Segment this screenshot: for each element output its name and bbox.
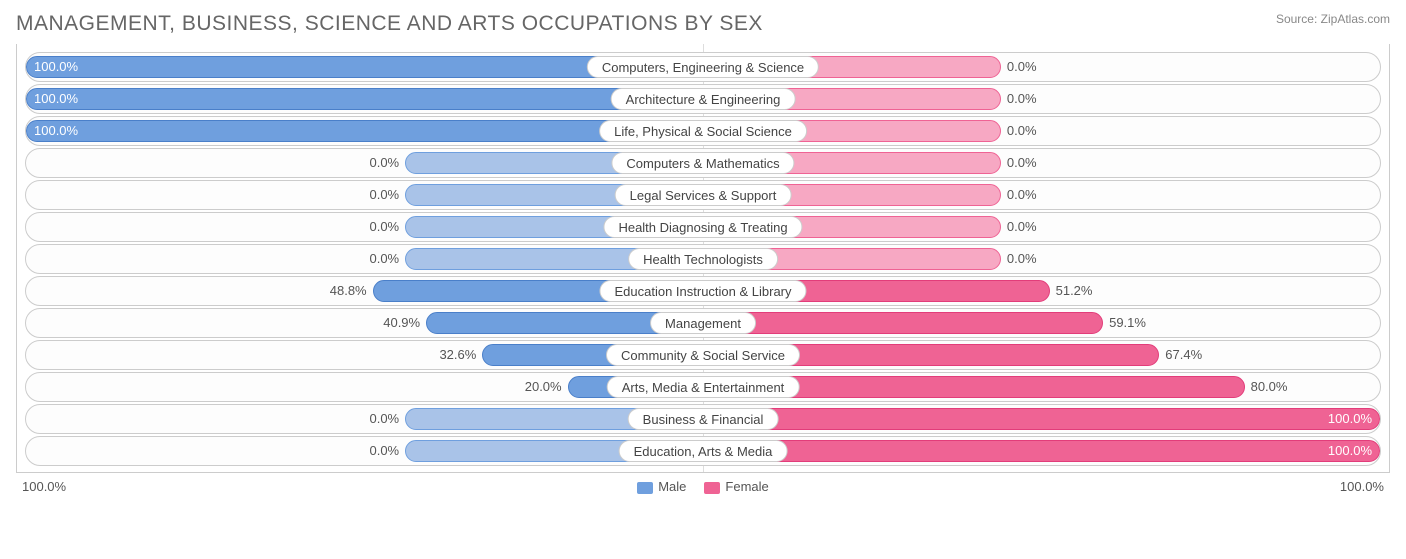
chart-row: 32.6% 67.4% Community & Social Service	[25, 340, 1381, 370]
female-value: 0.0%	[1007, 149, 1037, 177]
category-label: Computers & Mathematics	[611, 152, 794, 174]
male-value: 0.0%	[369, 213, 399, 241]
male-bar	[26, 88, 703, 110]
category-label: Computers, Engineering & Science	[587, 56, 819, 78]
male-value: 48.8%	[330, 277, 367, 305]
chart-row: 0.0% 100.0% Business & Financial	[25, 404, 1381, 434]
category-label: Management	[650, 312, 756, 334]
female-value: 0.0%	[1007, 53, 1037, 81]
female-bar	[703, 440, 1380, 462]
female-value: 0.0%	[1007, 181, 1037, 209]
source-label: Source: ZipAtlas.com	[1276, 12, 1390, 26]
female-value: 0.0%	[1007, 117, 1037, 145]
category-label: Business & Financial	[628, 408, 779, 430]
axis-left-label: 100.0%	[22, 479, 66, 494]
chart-title: MANAGEMENT, BUSINESS, SCIENCE AND ARTS O…	[16, 12, 763, 36]
male-value: 20.0%	[525, 373, 562, 401]
category-label: Life, Physical & Social Science	[599, 120, 807, 142]
male-value: 100.0%	[34, 53, 78, 81]
chart-area: 100.0% 0.0% Computers, Engineering & Scien…	[16, 44, 1390, 473]
chart-row: 20.0% 80.0% Arts, Media & Entertainment	[25, 372, 1381, 402]
male-value: 40.9%	[383, 309, 420, 337]
male-swatch-icon	[637, 482, 653, 494]
chart-row: 0.0% 0.0% Health Technologists	[25, 244, 1381, 274]
chart-row: 0.0% 0.0% Computers & Mathematics	[25, 148, 1381, 178]
chart-row: 100.0% 0.0% Computers, Engineering & Scien…	[25, 52, 1381, 82]
chart-row: 0.0% 0.0% Legal Services & Support	[25, 180, 1381, 210]
chart-row: 0.0% 100.0% Education, Arts & Media	[25, 436, 1381, 466]
female-value: 80.0%	[1251, 373, 1288, 401]
male-value: 100.0%	[34, 85, 78, 113]
category-label: Architecture & Engineering	[611, 88, 796, 110]
category-label: Community & Social Service	[606, 344, 800, 366]
legend-male-label: Male	[658, 479, 686, 494]
female-value: 100.0%	[1328, 437, 1372, 465]
chart-row: 100.0% 0.0% Life, Physical & Social Scienc…	[25, 116, 1381, 146]
chart-row: 100.0% 0.0% Architecture & Engineering	[25, 84, 1381, 114]
male-value: 32.6%	[439, 341, 476, 369]
male-value: 100.0%	[34, 117, 78, 145]
male-value: 0.0%	[369, 437, 399, 465]
female-value: 100.0%	[1328, 405, 1372, 433]
chart-row: 0.0% 0.0% Health Diagnosing & Treating	[25, 212, 1381, 242]
female-swatch-icon	[704, 482, 720, 494]
female-value: 67.4%	[1165, 341, 1202, 369]
legend: Male Female	[637, 479, 769, 494]
legend-female: Female	[704, 479, 768, 494]
male-value: 0.0%	[369, 405, 399, 433]
category-label: Health Diagnosing & Treating	[603, 216, 802, 238]
male-value: 0.0%	[369, 149, 399, 177]
female-value: 0.0%	[1007, 245, 1037, 273]
category-label: Legal Services & Support	[615, 184, 792, 206]
chart-row: 40.9% 59.1% Management	[25, 308, 1381, 338]
female-value: 0.0%	[1007, 85, 1037, 113]
female-value: 51.2%	[1056, 277, 1093, 305]
legend-female-label: Female	[725, 479, 768, 494]
female-bar	[703, 312, 1103, 334]
category-label: Education, Arts & Media	[619, 440, 788, 462]
male-value: 0.0%	[369, 181, 399, 209]
category-label: Health Technologists	[628, 248, 778, 270]
legend-male: Male	[637, 479, 686, 494]
category-label: Arts, Media & Entertainment	[607, 376, 800, 398]
female-value: 0.0%	[1007, 213, 1037, 241]
female-bar	[703, 408, 1380, 430]
axis-right-label: 100.0%	[1340, 479, 1384, 494]
chart-row: 48.8% 51.2% Education Instruction & Librar…	[25, 276, 1381, 306]
category-label: Education Instruction & Library	[599, 280, 806, 302]
female-value: 59.1%	[1109, 309, 1146, 337]
male-value: 0.0%	[369, 245, 399, 273]
